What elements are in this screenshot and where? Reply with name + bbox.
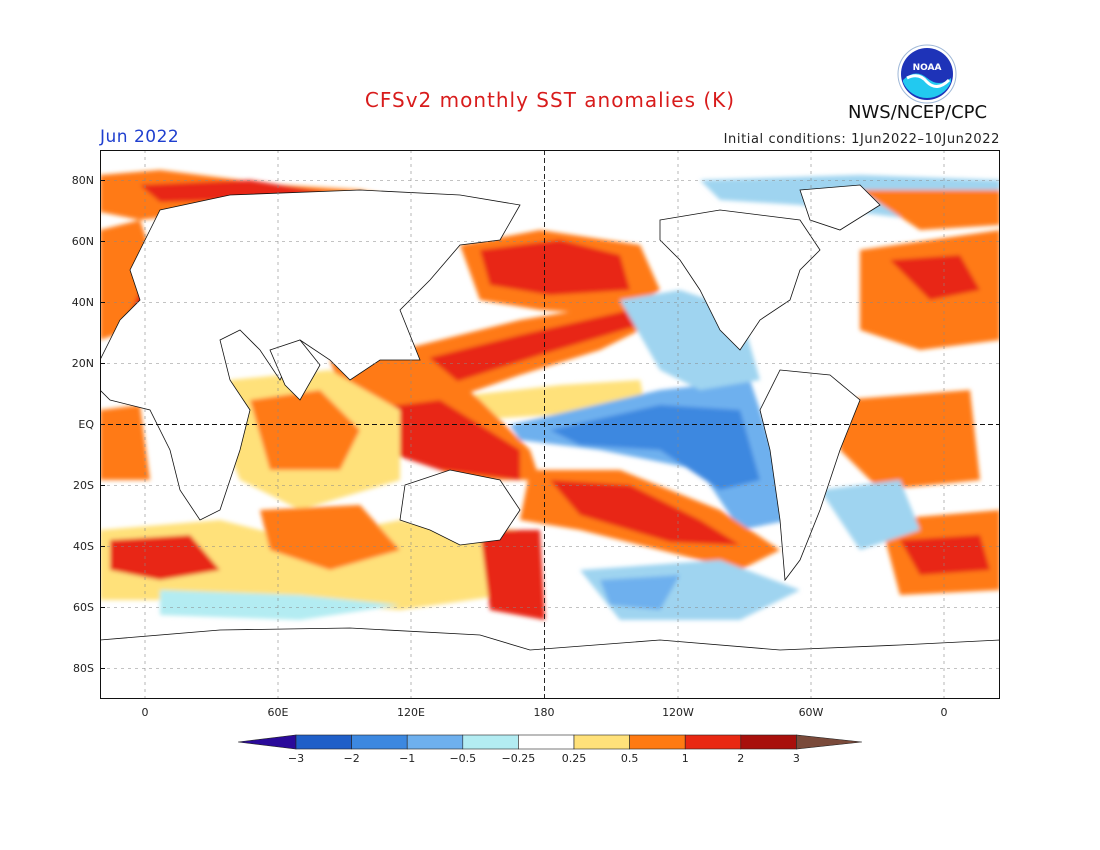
x-tick-label: 120W: [662, 706, 694, 719]
colorbar-swatch: [295, 734, 352, 750]
colorbar: [238, 734, 862, 750]
colorbar-label: 0.25: [561, 752, 587, 765]
y-tick-label: 40N: [71, 296, 94, 309]
colorbar-label: 2: [737, 752, 745, 765]
x-tick-label: 0: [940, 706, 948, 719]
x-tick-label: 180: [533, 706, 555, 719]
colorbar-swatch: [573, 734, 630, 750]
colorbar-swatch: [684, 734, 742, 750]
colorbar-swatch: [518, 734, 575, 750]
colorbar-label: −0.5: [449, 752, 477, 765]
noaa-logo: NOAA: [897, 44, 957, 104]
continents: [100, 184, 1000, 699]
colorbar-label: −1: [399, 752, 416, 765]
period-label: Jun 2022: [100, 127, 180, 147]
chart-title: CFSv2 monthly SST anomalies (K): [364, 88, 736, 112]
colorbar-swatch: [238, 734, 297, 750]
grid: [100, 150, 1000, 699]
organization-label: NWS/NCEP/CPC: [848, 102, 988, 123]
colorbar-label: −3: [287, 752, 305, 765]
y-tick-label: EQ: [78, 418, 94, 431]
x-tick-label: 60W: [798, 706, 824, 719]
colorbar-label: 1: [681, 752, 689, 765]
colorbar-swatch: [796, 734, 862, 750]
x-tick-label: 60E: [267, 706, 289, 719]
y-ticks: [100, 180, 105, 669]
colorbar-swatch: [462, 734, 519, 750]
y-tick-label: 20S: [73, 479, 94, 492]
colorbar-swatch: [740, 734, 797, 750]
colorbar-swatch: [406, 734, 464, 750]
reference-lines: [100, 150, 1000, 699]
sst-anomaly-map: [100, 150, 1000, 699]
logo-text: NOAA: [913, 63, 942, 73]
initial-conditions-label: Initial conditions: 1Jun2022–10Jun2022: [723, 132, 1000, 147]
colorbar-label: 0.5: [620, 752, 639, 765]
y-tick-label: 20N: [71, 357, 94, 370]
y-tick-label: 60N: [71, 235, 94, 248]
colorbar-label: −0.25: [501, 752, 536, 765]
y-tick-label: 80S: [73, 662, 94, 675]
colorbar-label: 3: [792, 752, 800, 765]
x-tick-label: 0: [141, 706, 149, 719]
y-tick-label: 40S: [73, 540, 94, 553]
y-tick-label: 60S: [73, 601, 94, 614]
colorbar-swatch: [351, 734, 408, 750]
y-tick-label: 80N: [71, 174, 94, 187]
colorbar-swatch: [629, 734, 686, 750]
x-tick-label: 120E: [397, 706, 425, 719]
colorbar-label: −2: [343, 752, 360, 765]
